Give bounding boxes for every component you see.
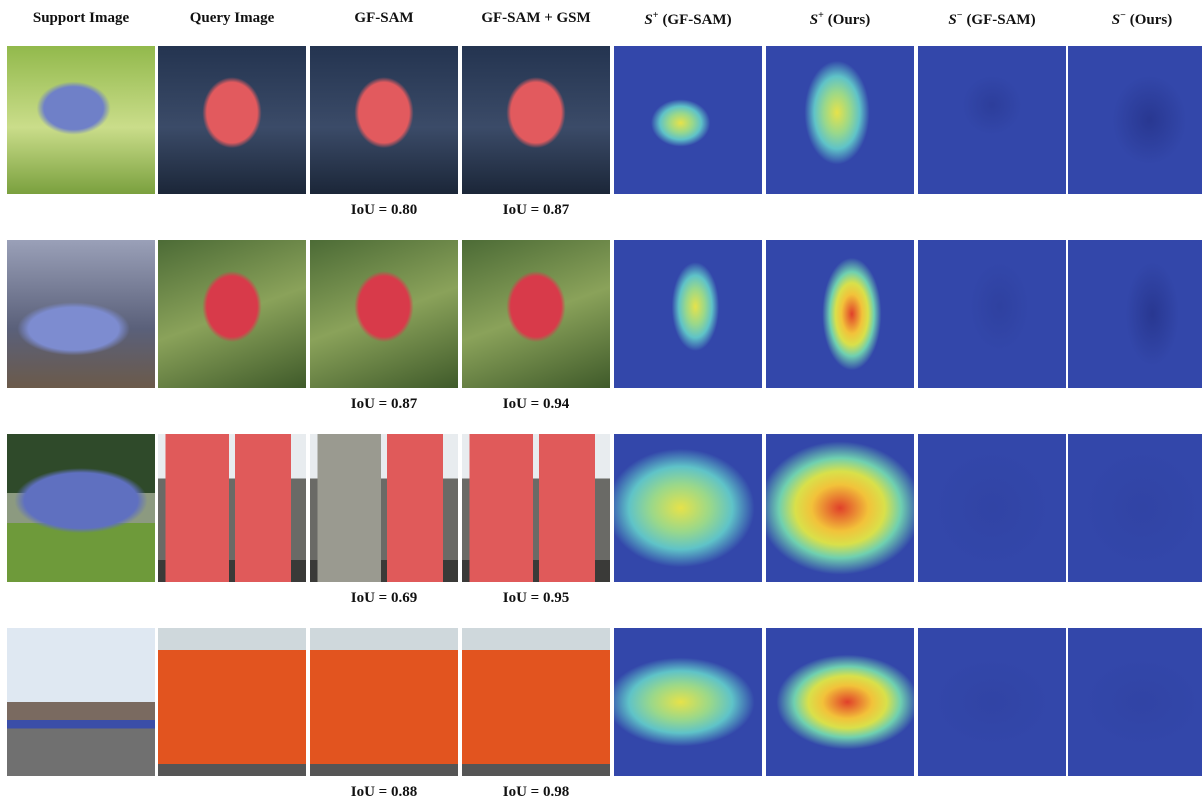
iou-label: IoU = 0.87 bbox=[310, 396, 458, 413]
column-header: S+(GF-SAM) bbox=[612, 10, 764, 29]
image bbox=[614, 240, 762, 388]
symbol: S bbox=[1112, 12, 1120, 28]
superscript: + bbox=[653, 10, 659, 21]
symbol: S bbox=[644, 12, 652, 28]
image bbox=[766, 434, 914, 582]
image bbox=[614, 434, 762, 582]
iou-label: IoU = 0.87 bbox=[462, 202, 610, 219]
image bbox=[462, 628, 610, 776]
column-header: GF-SAM + GSM bbox=[460, 10, 612, 27]
image bbox=[158, 46, 306, 194]
image bbox=[158, 240, 306, 388]
image bbox=[766, 628, 914, 776]
iou-label: IoU = 0.98 bbox=[462, 784, 610, 801]
image bbox=[462, 46, 610, 194]
image bbox=[7, 628, 155, 776]
column-header: S−(Ours) bbox=[1066, 10, 1202, 29]
iou-label: IoU = 0.94 bbox=[462, 396, 610, 413]
superscript: − bbox=[1120, 10, 1126, 21]
image bbox=[918, 46, 1066, 194]
image bbox=[614, 628, 762, 776]
iou-label: IoU = 0.88 bbox=[310, 784, 458, 801]
iou-label: IoU = 0.95 bbox=[462, 590, 610, 607]
image bbox=[462, 240, 610, 388]
image bbox=[918, 628, 1066, 776]
column-header: Support Image bbox=[5, 10, 157, 27]
image bbox=[1068, 46, 1202, 194]
image bbox=[766, 240, 914, 388]
header-label: (GF-SAM) bbox=[966, 12, 1035, 28]
iou-label: IoU = 0.69 bbox=[310, 590, 458, 607]
symbol: S bbox=[948, 12, 956, 28]
header-label: (Ours) bbox=[1130, 12, 1173, 28]
image bbox=[918, 240, 1066, 388]
image bbox=[1068, 434, 1202, 582]
image bbox=[1068, 240, 1202, 388]
column-header: S−(GF-SAM) bbox=[916, 10, 1068, 29]
image bbox=[158, 434, 306, 582]
image bbox=[1068, 628, 1202, 776]
column-header: S+ (Ours) bbox=[764, 10, 916, 29]
image bbox=[918, 434, 1066, 582]
image bbox=[462, 434, 610, 582]
column-header: Query Image bbox=[156, 10, 308, 27]
iou-label: IoU = 0.80 bbox=[310, 202, 458, 219]
image bbox=[310, 240, 458, 388]
header-label: (Ours) bbox=[828, 12, 871, 28]
image bbox=[614, 46, 762, 194]
column-header: GF-SAM bbox=[308, 10, 460, 27]
image bbox=[310, 46, 458, 194]
image bbox=[158, 628, 306, 776]
image bbox=[310, 434, 458, 582]
image bbox=[7, 434, 155, 582]
superscript: + bbox=[818, 10, 824, 21]
image bbox=[7, 46, 155, 194]
image bbox=[7, 240, 155, 388]
image bbox=[310, 628, 458, 776]
figure: Support ImageQuery ImageGF-SAMGF-SAM + G… bbox=[0, 0, 1202, 802]
symbol: S bbox=[810, 12, 818, 28]
image bbox=[766, 46, 914, 194]
header-label: (GF-SAM) bbox=[662, 12, 731, 28]
superscript: − bbox=[957, 10, 963, 21]
